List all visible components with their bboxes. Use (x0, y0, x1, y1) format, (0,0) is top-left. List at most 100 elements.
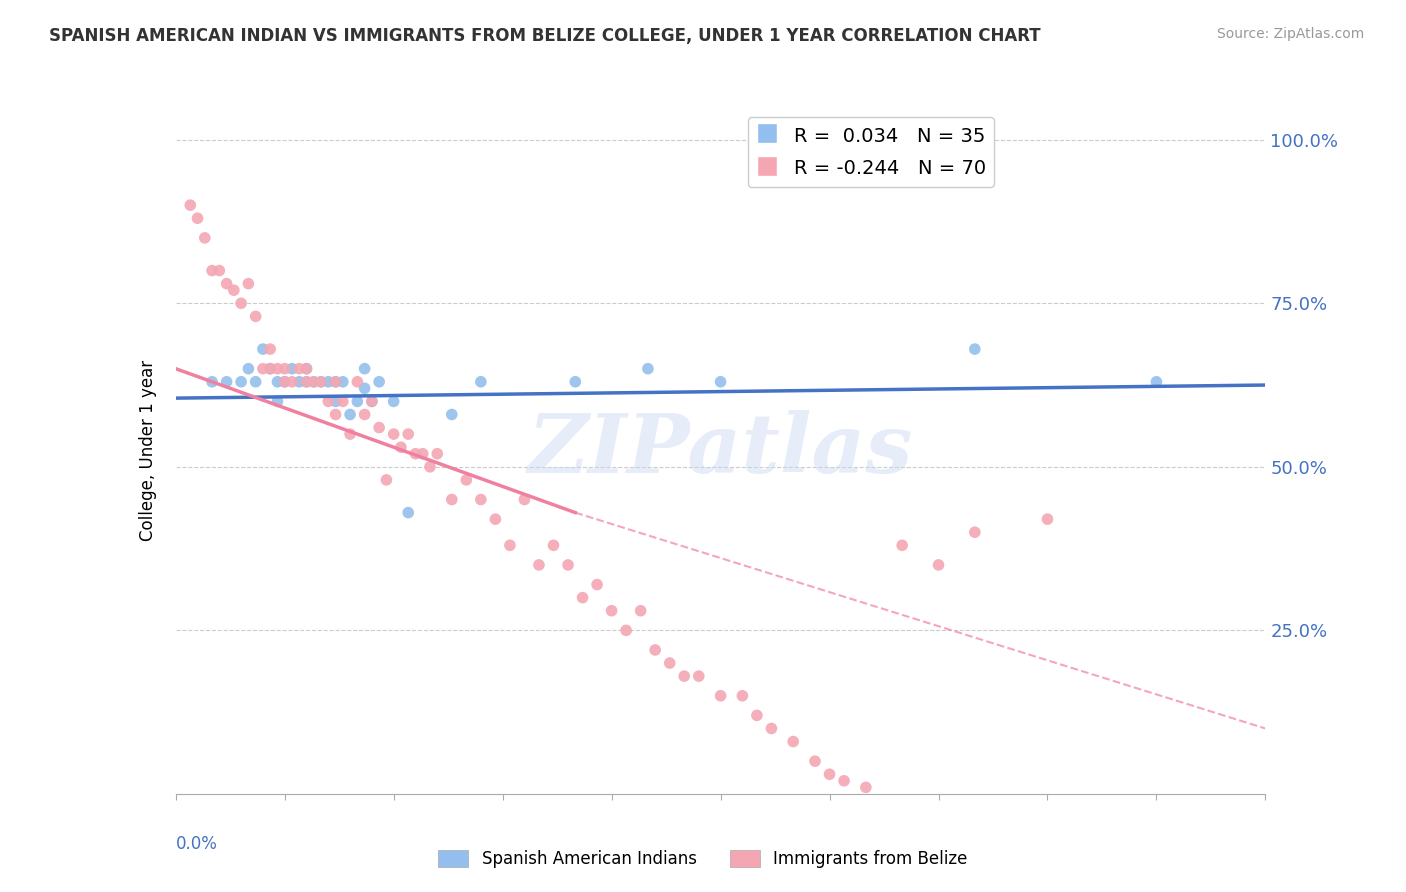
Point (288, 361, 311, 376)
Point (295, 361, 318, 376)
Point (339, 408, 361, 422)
Point (325, 408, 347, 422)
Point (710, 689, 733, 703)
Point (274, 361, 297, 376)
Point (564, 375, 586, 389)
Point (186, 211, 209, 226)
Point (231, 296, 253, 310)
Point (644, 643, 666, 657)
Point (266, 375, 288, 389)
Point (259, 361, 281, 376)
Point (259, 342, 281, 356)
Point (281, 375, 304, 389)
Point (600, 604, 623, 618)
Point (295, 375, 318, 389)
Point (963, 525, 986, 540)
Point (259, 361, 281, 376)
Point (673, 669, 696, 683)
Point (484, 512, 506, 526)
Point (274, 375, 297, 389)
Point (527, 558, 550, 572)
Point (513, 492, 536, 507)
Point (222, 283, 245, 297)
Point (419, 459, 441, 474)
Point (382, 427, 405, 442)
Point (470, 375, 492, 389)
Point (309, 375, 332, 389)
Point (252, 342, 274, 356)
Point (318, 394, 340, 409)
Point (440, 408, 463, 422)
Point (360, 394, 382, 409)
Point (470, 492, 492, 507)
Point (346, 375, 368, 389)
Point (637, 361, 659, 376)
Point (302, 375, 325, 389)
Point (557, 558, 579, 572)
Y-axis label: College, Under 1 year: College, Under 1 year (139, 359, 157, 541)
Point (309, 375, 332, 389)
Point (405, 447, 427, 461)
Point (360, 394, 382, 409)
Point (325, 375, 347, 389)
Point (194, 231, 217, 245)
Point (288, 375, 311, 389)
Point (231, 375, 253, 389)
Point (963, 342, 986, 356)
Point (396, 427, 419, 442)
Point (215, 375, 238, 389)
Point (396, 506, 419, 520)
Point (745, 708, 768, 723)
Point (266, 361, 288, 376)
Point (688, 669, 710, 683)
Point (332, 375, 354, 389)
Point (245, 375, 267, 389)
Point (179, 198, 201, 212)
Point (281, 361, 304, 376)
Point (761, 722, 783, 736)
Point (499, 538, 522, 552)
Point (346, 394, 368, 409)
Point (325, 394, 347, 409)
Point (710, 375, 733, 389)
Text: 0.0%: 0.0% (176, 835, 218, 853)
Point (1146, 375, 1168, 389)
Point (782, 734, 804, 748)
Point (630, 604, 652, 618)
Point (201, 263, 224, 277)
Point (440, 492, 463, 507)
Point (201, 375, 224, 389)
Point (818, 767, 841, 781)
Point (389, 440, 412, 454)
Point (252, 361, 274, 376)
Point (332, 394, 354, 409)
Point (318, 375, 340, 389)
Point (456, 473, 478, 487)
Text: ZIPatlas: ZIPatlas (527, 410, 914, 491)
Point (382, 394, 405, 409)
Text: Source: ZipAtlas.com: Source: ZipAtlas.com (1216, 27, 1364, 41)
Point (325, 375, 347, 389)
Point (266, 394, 288, 409)
Point (353, 408, 375, 422)
Point (412, 447, 434, 461)
Point (891, 538, 914, 552)
Point (586, 577, 609, 591)
Point (208, 263, 231, 277)
Point (245, 310, 267, 324)
Point (353, 361, 375, 376)
Point (731, 689, 754, 703)
Point (238, 277, 260, 291)
Point (375, 473, 398, 487)
Point (295, 361, 318, 376)
Point (302, 375, 325, 389)
Point (832, 773, 855, 788)
Point (928, 558, 950, 572)
Point (274, 375, 297, 389)
Point (571, 591, 593, 605)
Legend: Spanish American Indians, Immigrants from Belize: Spanish American Indians, Immigrants fro… (432, 843, 974, 875)
Point (543, 538, 565, 552)
Point (804, 754, 827, 768)
Point (353, 381, 375, 395)
Point (295, 375, 318, 389)
